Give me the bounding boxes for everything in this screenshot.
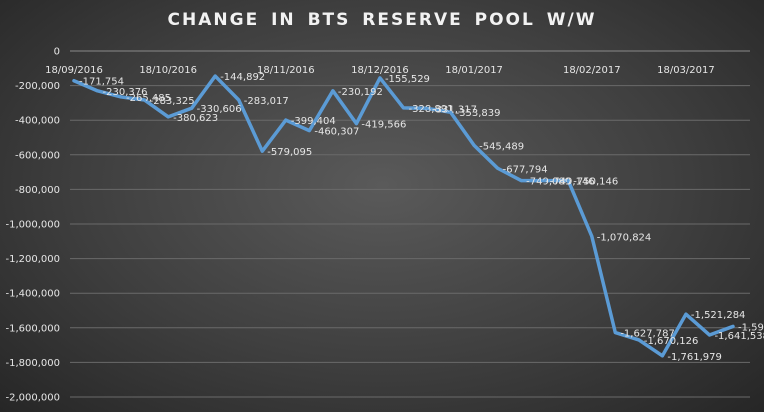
data-label: -579,095 bbox=[267, 147, 312, 158]
y-tick-label: -1,200,000 bbox=[5, 254, 60, 265]
data-label: -230,192 bbox=[338, 87, 383, 98]
y-tick-label: -600,000 bbox=[15, 150, 60, 161]
data-label: -1,521,284 bbox=[691, 310, 746, 321]
y-tick-label: -1,600,000 bbox=[5, 323, 60, 334]
data-point bbox=[331, 89, 335, 93]
data-label: -353,839 bbox=[456, 108, 501, 119]
x-tick-label: 18/03/2017 bbox=[657, 65, 715, 76]
data-point bbox=[613, 331, 617, 335]
y-tick-label: -2,000,000 bbox=[5, 393, 60, 404]
y-tick-label: -200,000 bbox=[15, 81, 60, 92]
data-label: -545,489 bbox=[479, 141, 524, 152]
data-label: -677,794 bbox=[503, 164, 548, 175]
data-label: -283,325 bbox=[150, 96, 195, 107]
data-point bbox=[260, 149, 264, 153]
data-label: -328,891 bbox=[409, 104, 454, 115]
data-point bbox=[472, 143, 476, 147]
data-point bbox=[543, 179, 547, 183]
data-point bbox=[684, 312, 688, 316]
data-point bbox=[284, 118, 288, 122]
data-point bbox=[449, 110, 453, 114]
data-label: -1,641,538 bbox=[714, 331, 764, 342]
x-tick-label: 18/10/2016 bbox=[139, 65, 197, 76]
data-point bbox=[213, 74, 217, 78]
y-tick-label: -1,000,000 bbox=[5, 220, 60, 231]
data-point bbox=[731, 324, 735, 328]
data-label: -1,627,787 bbox=[620, 329, 675, 340]
data-label: -399,404 bbox=[291, 116, 336, 127]
data-label: -171,754 bbox=[79, 77, 124, 88]
data-point bbox=[190, 106, 194, 110]
data-point bbox=[590, 234, 594, 238]
data-point bbox=[637, 338, 641, 342]
data-label: -460,307 bbox=[314, 127, 359, 138]
x-tick-label: 18/11/2016 bbox=[257, 65, 315, 76]
data-point bbox=[119, 95, 123, 99]
data-label: -230,376 bbox=[103, 87, 148, 98]
y-tick-label: -800,000 bbox=[15, 185, 60, 196]
data-point bbox=[354, 122, 358, 126]
data-label: -1,670,126 bbox=[644, 336, 699, 347]
data-label: -265,485 bbox=[126, 93, 171, 104]
data-point bbox=[660, 354, 664, 358]
data-label: -749,146 bbox=[550, 177, 595, 188]
chart-title: CHANGE IN BTS RESERVE POOL W/W bbox=[167, 10, 597, 30]
data-point bbox=[72, 79, 76, 83]
data-label: -749,089 bbox=[526, 177, 571, 188]
data-point bbox=[378, 76, 382, 80]
data-label: -750,146 bbox=[573, 177, 618, 188]
data-point bbox=[402, 106, 405, 110]
x-tick-label: 18/12/2016 bbox=[351, 65, 409, 76]
data-point bbox=[707, 333, 711, 337]
y-tick-label: 0 bbox=[54, 47, 60, 58]
data-point bbox=[496, 166, 500, 170]
data-point bbox=[307, 129, 311, 133]
data-point bbox=[237, 98, 241, 102]
data-point bbox=[566, 179, 570, 183]
x-tick-label: 18/09/2016 bbox=[45, 65, 103, 76]
data-label: -331,317 bbox=[432, 104, 477, 115]
data-label: -1,592,240 bbox=[738, 322, 764, 333]
x-tick-label: 18/01/2017 bbox=[445, 65, 503, 76]
data-label: -380,623 bbox=[173, 113, 218, 124]
data-point bbox=[96, 89, 100, 93]
data-label: -330,606 bbox=[197, 104, 242, 115]
data-label: -1,070,824 bbox=[597, 232, 652, 243]
y-tick-label: -1,400,000 bbox=[5, 289, 60, 300]
data-point bbox=[143, 98, 147, 102]
data-point bbox=[519, 179, 523, 183]
y-tick-label: -400,000 bbox=[15, 116, 60, 127]
y-tick-label: -1,800,000 bbox=[5, 358, 60, 369]
data-label: -283,017 bbox=[244, 96, 289, 107]
data-label: -144,892 bbox=[220, 72, 265, 83]
data-label: -419,566 bbox=[361, 120, 406, 131]
x-tick-label: 18/02/2017 bbox=[563, 65, 621, 76]
data-point bbox=[425, 106, 429, 110]
data-label: -1,761,979 bbox=[667, 352, 722, 363]
data-label: -155,529 bbox=[385, 74, 430, 85]
data-point bbox=[166, 115, 170, 119]
